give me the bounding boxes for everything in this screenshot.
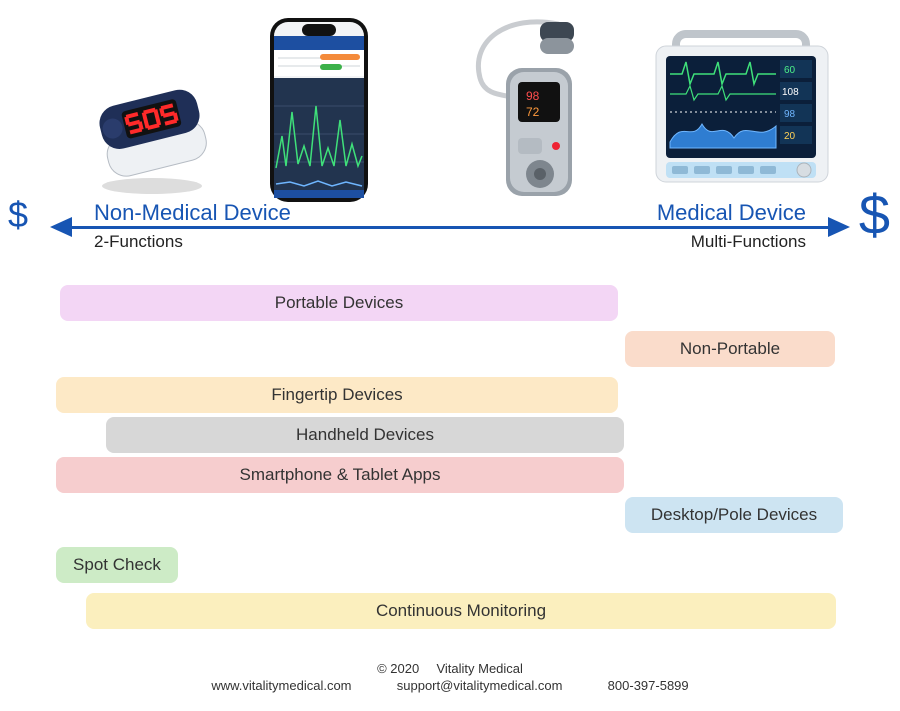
category-bar-label: Spot Check xyxy=(73,555,161,574)
arrow-right-icon xyxy=(828,217,850,237)
category-bar-label: Desktop/Pole Devices xyxy=(651,505,817,524)
axis-line xyxy=(65,226,835,229)
category-bar: Portable Devices xyxy=(60,285,618,321)
svg-text:72: 72 xyxy=(526,105,540,119)
device-fingertip-oximeter xyxy=(74,68,224,198)
category-bar: Continuous Monitoring xyxy=(86,593,836,629)
category-bar: Non-Portable xyxy=(625,331,835,367)
category-bar-label: Portable Devices xyxy=(275,293,404,312)
svg-text:98: 98 xyxy=(784,109,796,120)
category-bar: Smartphone & Tablet Apps xyxy=(56,457,624,493)
category-bar: Handheld Devices xyxy=(106,417,624,453)
category-bar: Spot Check xyxy=(56,547,178,583)
category-bar-label: Smartphone & Tablet Apps xyxy=(240,465,441,484)
chart-area: 98 72 xyxy=(50,0,850,711)
footer-email: support@vitalitymedical.com xyxy=(397,678,563,693)
svg-text:60: 60 xyxy=(784,65,796,76)
device-handheld-oximeter: 98 72 xyxy=(448,10,596,206)
spectrum-axis: Non-Medical Device 2-Functions Medical D… xyxy=(50,206,850,266)
axis-right-sub: Multi-Functions xyxy=(691,232,806,252)
footer-phone: 800-397-5899 xyxy=(608,678,689,693)
category-bar-label: Fingertip Devices xyxy=(271,385,402,404)
footer: © 2020 Vitality Medical www.vitalitymedi… xyxy=(0,659,900,695)
smartphone-icon xyxy=(260,16,378,204)
dollar-sign-large: $ xyxy=(859,182,890,247)
footer-website: www.vitalitymedical.com xyxy=(211,678,351,693)
svg-text:108: 108 xyxy=(782,87,799,98)
device-row: 98 72 xyxy=(50,10,850,200)
fingertip-oximeter-icon xyxy=(74,68,224,198)
svg-text:98: 98 xyxy=(526,89,540,103)
dollar-sign-small: $ xyxy=(8,194,28,236)
device-smartphone xyxy=(260,16,378,204)
device-patient-monitor: 60 108 98 20 xyxy=(642,16,840,204)
footer-copyright: © 2020 xyxy=(377,661,419,676)
axis-right-title: Medical Device xyxy=(657,200,806,226)
footer-line-2: www.vitalitymedical.com support@vitality… xyxy=(0,678,900,693)
category-bar: Desktop/Pole Devices xyxy=(625,497,843,533)
handheld-oximeter-icon: 98 72 xyxy=(448,10,596,206)
svg-text:20: 20 xyxy=(784,131,796,142)
category-bar-label: Non-Portable xyxy=(680,339,780,358)
axis-left-title: Non-Medical Device xyxy=(94,200,291,226)
category-bar-label: Continuous Monitoring xyxy=(376,601,546,620)
infographic-stage: $ $ xyxy=(0,0,900,711)
footer-line-1: © 2020 Vitality Medical xyxy=(0,661,900,676)
category-bar: Fingertip Devices xyxy=(56,377,618,413)
axis-left-sub: 2-Functions xyxy=(94,232,183,252)
category-bar-label: Handheld Devices xyxy=(296,425,434,444)
patient-monitor-icon: 60 108 98 20 xyxy=(642,16,840,204)
footer-company: Vitality Medical xyxy=(436,661,522,676)
